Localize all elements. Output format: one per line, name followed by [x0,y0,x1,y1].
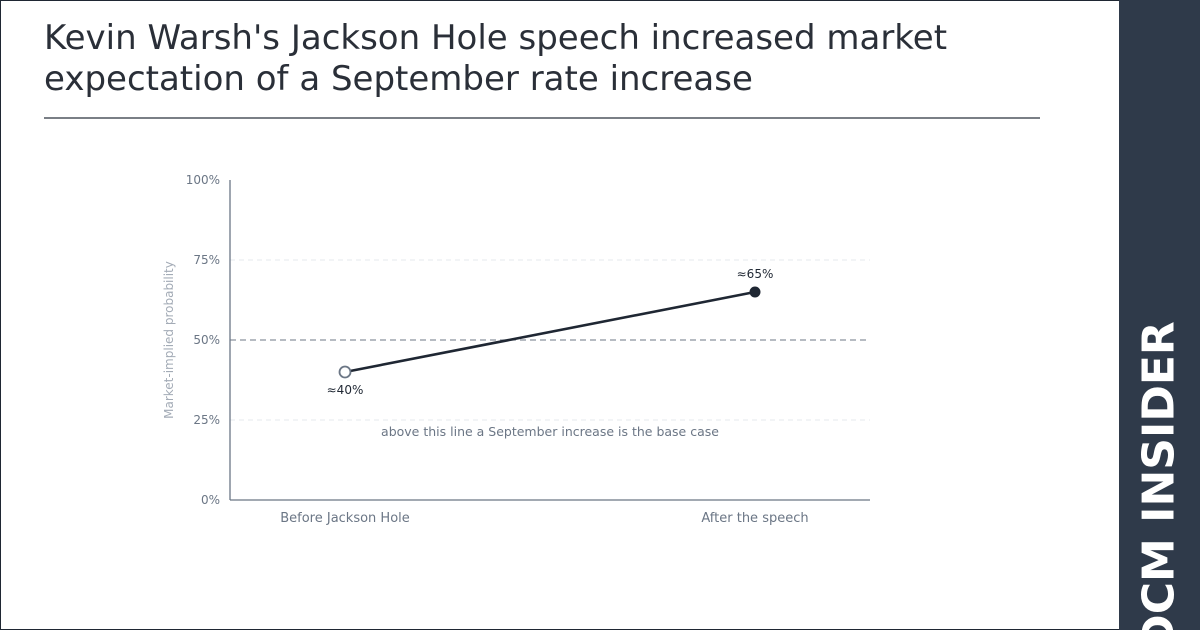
series-layer [338,286,761,379]
title-divider [44,117,1040,119]
data-label: ≈65% [737,267,774,281]
y-tick-label: 25% [193,413,220,427]
x-category-label: Before Jackson Hole [280,511,410,526]
line-chart: 0% 25% 50% 75% 100% Market-implied probabilit… [162,173,870,526]
y-tick-label: 100% [186,173,220,187]
series-line [344,290,756,374]
brand-logo: DCM INSIDER [1133,321,1185,630]
data-label: ≈40% [327,383,364,397]
brand-sidebar [1119,0,1200,630]
threshold-annotation: above this line a September increase is … [381,424,719,439]
axes-layer [229,180,870,501]
data-point-hollow [338,365,352,379]
chart-title: Kevin Warsh's Jackson Hole speech increa… [44,18,948,99]
grid-layer [230,259,870,421]
y-tick-label: 0% [201,493,220,507]
data-point-filled [749,286,761,298]
ticks-layer: 0% 25% 50% 75% 100% Market-implied probabilit… [162,173,809,526]
labels-layer: ≈40% ≈65% above this line a September incr… [327,267,774,439]
y-axis-label: Market-implied probability [162,261,176,419]
y-tick-label: 75% [193,253,220,267]
x-category-label: After the speech [701,511,808,526]
y-tick-label: 50% [193,333,220,347]
